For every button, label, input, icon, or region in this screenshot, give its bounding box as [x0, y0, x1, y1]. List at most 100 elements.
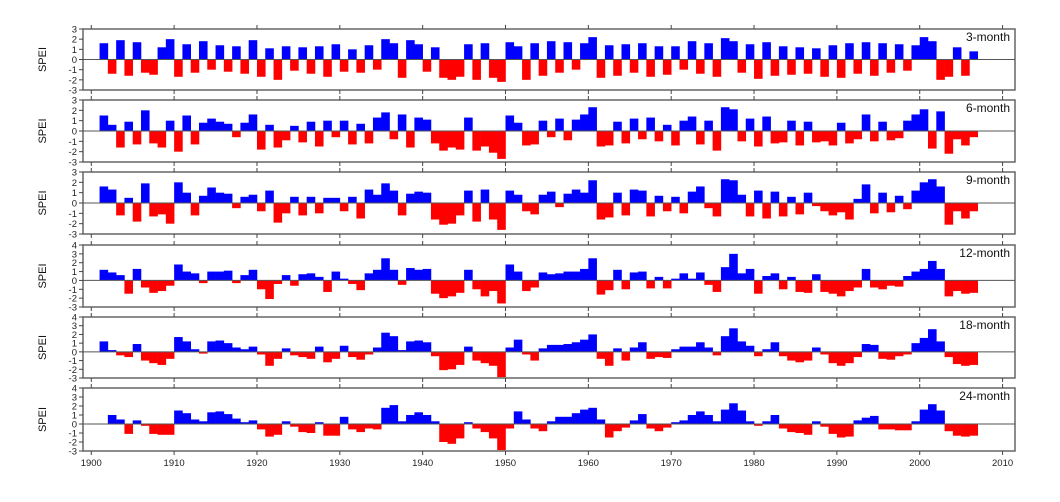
bar-1970	[671, 46, 680, 60]
panel-label: 12-month	[959, 246, 1010, 260]
bar-1952	[522, 59, 531, 80]
bar-1919	[248, 269, 258, 281]
y-tick-label: 3	[72, 393, 77, 404]
bar-1974	[704, 43, 713, 60]
bar-1941	[430, 203, 440, 220]
bar-1996	[886, 280, 896, 286]
bar-2005	[961, 351, 970, 366]
bar-2001	[928, 329, 937, 352]
bar-2001	[928, 41, 937, 60]
y-tick-label: 2	[72, 178, 77, 189]
bar-1970	[671, 278, 680, 281]
bar-1949	[497, 131, 506, 159]
y-tick-label: 0	[72, 420, 77, 431]
bar-1956	[555, 416, 564, 424]
bar-1908	[157, 424, 167, 435]
bar-1930	[339, 416, 349, 424]
panel-label: 3-month	[966, 30, 1010, 44]
panel-label: 24-month	[959, 389, 1010, 403]
bar-1953	[530, 280, 539, 288]
bar-2004	[952, 47, 962, 60]
bar-1925	[298, 203, 307, 216]
bar-2006	[969, 280, 979, 293]
bar-1956	[555, 59, 564, 73]
bar-1912	[190, 131, 200, 145]
bar-1904	[124, 197, 134, 203]
bar-1917	[232, 203, 241, 209]
bar-1971	[679, 203, 689, 214]
x-tick-label: 1930	[329, 458, 350, 469]
bar-1989	[828, 424, 838, 434]
bar-2005	[961, 131, 970, 146]
bar-1938	[406, 40, 415, 60]
bar-1916	[223, 414, 233, 424]
bar-1906	[140, 110, 150, 131]
bar-1957	[563, 416, 573, 424]
bar-1975	[712, 59, 722, 77]
bar-1960	[588, 407, 597, 424]
bar-2003	[944, 59, 954, 77]
bar-1991	[845, 280, 854, 292]
bar-1982	[770, 131, 780, 144]
bar-1993	[861, 344, 871, 352]
bar-1966	[638, 271, 647, 281]
bar-1947	[480, 189, 490, 203]
bar-1977	[729, 328, 738, 352]
bar-1906	[140, 424, 150, 426]
bar-1983	[778, 46, 788, 60]
bar-1911	[182, 192, 191, 203]
bar-1985	[795, 131, 805, 146]
bar-1923	[281, 348, 291, 352]
bar-1909	[165, 424, 175, 435]
bar-1984	[787, 351, 796, 361]
bar-1902	[107, 189, 117, 203]
bar-1986	[803, 192, 813, 203]
bar-1957	[563, 271, 573, 281]
y-tick-label: 0	[72, 347, 77, 358]
bar-1964	[621, 44, 631, 60]
bar-1956	[555, 273, 564, 281]
bar-1982	[770, 59, 780, 76]
bar-1904	[124, 351, 134, 358]
bar-2004	[952, 424, 962, 436]
bar-1909	[165, 120, 175, 131]
bar-1992	[853, 59, 863, 74]
bar-2003	[944, 131, 954, 154]
bar-1932	[356, 203, 365, 219]
bar-1925	[298, 47, 307, 60]
bar-1976	[720, 179, 730, 203]
bar-1902	[107, 59, 117, 74]
bar-1933	[364, 273, 374, 281]
bar-1932	[356, 123, 365, 131]
bar-1962	[604, 424, 614, 438]
bar-1992	[853, 280, 863, 288]
bar-2000	[919, 182, 929, 203]
bar-1930	[339, 278, 349, 281]
bar-1917	[232, 280, 241, 284]
bar-1944	[455, 280, 465, 293]
bar-1909	[165, 351, 175, 359]
bar-1923	[281, 131, 291, 141]
bar-1905	[132, 131, 142, 145]
bar-1913	[198, 351, 208, 354]
bar-1961	[596, 131, 606, 147]
y-tick-label: 4	[72, 241, 77, 252]
y-tick-label: -3	[69, 86, 77, 97]
bar-1968	[654, 131, 664, 142]
bar-1952	[522, 203, 531, 212]
x-tick-label: 2000	[909, 458, 930, 469]
bar-1967	[646, 59, 655, 77]
bar-1979	[745, 118, 755, 131]
bar-2003	[944, 203, 954, 225]
y-tick-label: 1	[72, 45, 77, 56]
bar-1973	[696, 186, 705, 203]
bar-1948	[488, 59, 498, 78]
bar-1955	[546, 131, 556, 138]
bar-1987	[812, 421, 821, 424]
bar-1924	[290, 196, 299, 203]
bar-2001	[928, 260, 937, 281]
bar-1946	[472, 203, 481, 222]
bar-1937	[397, 280, 407, 285]
bar-1937	[397, 421, 407, 424]
